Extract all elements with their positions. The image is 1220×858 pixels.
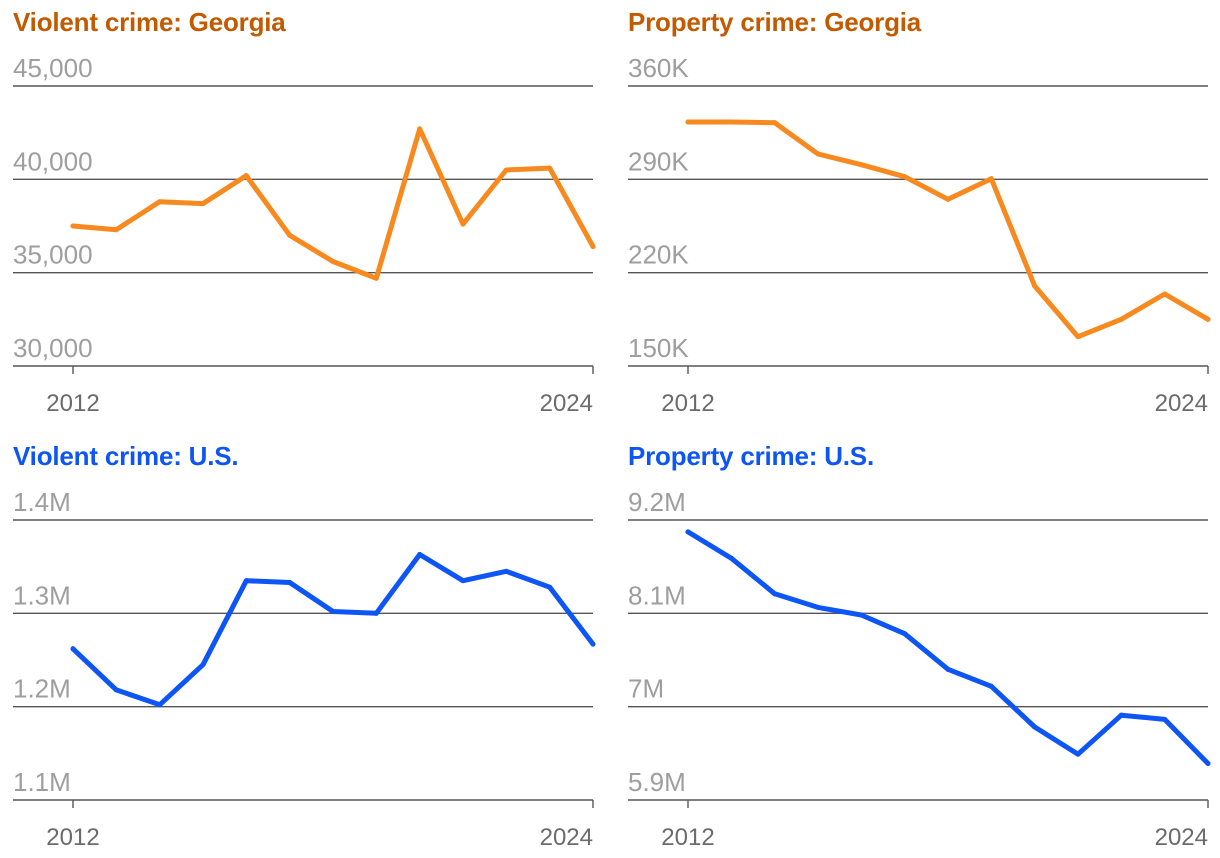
data-point-2023 — [1162, 716, 1168, 722]
line-chart-property-us: 5.9M 7M 8.1M 9.2M 2012 2024 — [628, 487, 1211, 851]
y-tick-label: 290K — [628, 146, 689, 176]
data-point-2018 — [330, 258, 336, 264]
data-point-2013 — [113, 227, 119, 233]
data-point-2015 — [815, 604, 821, 610]
chart-title: Violent crime: U.S. — [13, 441, 239, 471]
x-tick-label: 2012 — [46, 390, 99, 417]
data-point-2024 — [590, 244, 596, 250]
chart-panel-property-us: Property crime: U.S. 5.9M 7M 8.1M 9.2M 2012 2… — [628, 434, 1211, 858]
data-point-2017 — [287, 580, 293, 586]
data-point-2024 — [590, 641, 596, 647]
data-point-2015 — [200, 662, 206, 668]
data-point-2019 — [373, 275, 379, 281]
data-point-2022 — [1118, 316, 1124, 322]
y-tick-label: 45,000 — [13, 53, 93, 83]
y-tick-label: 1.3M — [13, 580, 71, 610]
data-point-2019 — [988, 176, 994, 182]
data-point-2014 — [157, 199, 163, 205]
chart-panel-violent-georgia: Violent crime: Georgia 30,000 35,000 40,00… — [13, 0, 596, 425]
y-tick-label: 360K — [628, 53, 689, 83]
y-tick-label: 9.2M — [628, 487, 686, 517]
data-point-2013 — [728, 119, 734, 125]
chart-panel-property-georgia: Property crime: Georgia 150K 220K 290K 360K… — [628, 0, 1211, 425]
line-chart-violent-us: 1.1M 1.2M 1.3M 1.4M 2012 2024 — [13, 487, 596, 851]
x-tick-label: 2024 — [540, 390, 593, 417]
y-tick-label: 8.1M — [628, 580, 686, 610]
data-point-2014 — [772, 120, 778, 126]
x-tick-label: 2024 — [1155, 824, 1208, 851]
y-tick-label: 1.1M — [13, 767, 71, 797]
y-tick-label: 35,000 — [13, 240, 93, 270]
chart-title: Violent crime: Georgia — [13, 7, 286, 37]
data-point-2022 — [503, 167, 509, 173]
chart-title: Property crime: U.S. — [628, 441, 874, 471]
data-point-2022 — [1118, 712, 1124, 718]
data-point-2021 — [1075, 751, 1081, 757]
data-point-2012 — [685, 529, 691, 535]
data-point-2021 — [460, 221, 466, 227]
data-point-2024 — [1205, 761, 1211, 767]
data-point-2020 — [417, 552, 423, 558]
data-point-2019 — [988, 683, 994, 689]
data-point-2014 — [157, 702, 163, 708]
data-point-2016 — [243, 578, 249, 584]
data-point-2012 — [685, 119, 691, 125]
data-point-2021 — [460, 578, 466, 584]
data-point-2024 — [1205, 316, 1211, 322]
data-point-2016 — [243, 173, 249, 179]
data-point-2019 — [373, 610, 379, 616]
x-tick-label: 2024 — [540, 824, 593, 851]
data-point-2014 — [772, 591, 778, 597]
data-point-2018 — [945, 196, 951, 202]
y-tick-label: 40,000 — [13, 146, 93, 176]
data-point-2017 — [902, 631, 908, 637]
data-point-2013 — [113, 687, 119, 693]
series-line — [70, 552, 596, 708]
data-point-2017 — [287, 232, 293, 238]
y-tick-label: 150K — [628, 333, 689, 363]
data-point-2016 — [858, 612, 864, 618]
data-point-2021 — [1075, 334, 1081, 340]
data-point-2015 — [815, 151, 821, 157]
chart-title: Property crime: Georgia — [628, 7, 922, 37]
x-tick-label: 2012 — [661, 390, 714, 417]
data-point-2012 — [70, 646, 76, 652]
data-point-2020 — [1032, 724, 1038, 730]
data-point-2023 — [1162, 291, 1168, 297]
line-chart-violent-georgia: 30,000 35,000 40,000 45,000 2012 2024 — [13, 53, 596, 417]
x-tick-label: 2012 — [46, 824, 99, 851]
data-point-2015 — [200, 201, 206, 207]
data-point-2017 — [902, 174, 908, 180]
data-point-2020 — [1032, 283, 1038, 289]
y-tick-label: 1.4M — [13, 487, 71, 517]
data-point-2018 — [330, 608, 336, 614]
line-chart-property-georgia: 150K 220K 290K 360K 2012 2024 — [628, 53, 1211, 417]
y-tick-label: 30,000 — [13, 333, 93, 363]
data-point-2016 — [858, 162, 864, 168]
y-tick-label: 1.2M — [13, 674, 71, 704]
y-tick-label: 220K — [628, 240, 689, 270]
series-line — [70, 126, 596, 281]
x-tick-label: 2024 — [1155, 390, 1208, 417]
y-tick-label: 7M — [628, 674, 664, 704]
data-point-2013 — [728, 555, 734, 561]
series-line — [685, 119, 1211, 340]
data-point-2023 — [547, 584, 553, 590]
series-line — [685, 529, 1211, 766]
data-point-2012 — [70, 223, 76, 229]
data-point-2020 — [417, 126, 423, 132]
x-tick-label: 2012 — [661, 824, 714, 851]
data-point-2023 — [547, 165, 553, 171]
y-tick-label: 5.9M — [628, 767, 686, 797]
data-point-2018 — [945, 666, 951, 672]
data-point-2022 — [503, 568, 509, 574]
chart-panel-violent-us: Violent crime: U.S. 1.1M 1.2M 1.3M 1.4M 2012… — [13, 434, 596, 858]
